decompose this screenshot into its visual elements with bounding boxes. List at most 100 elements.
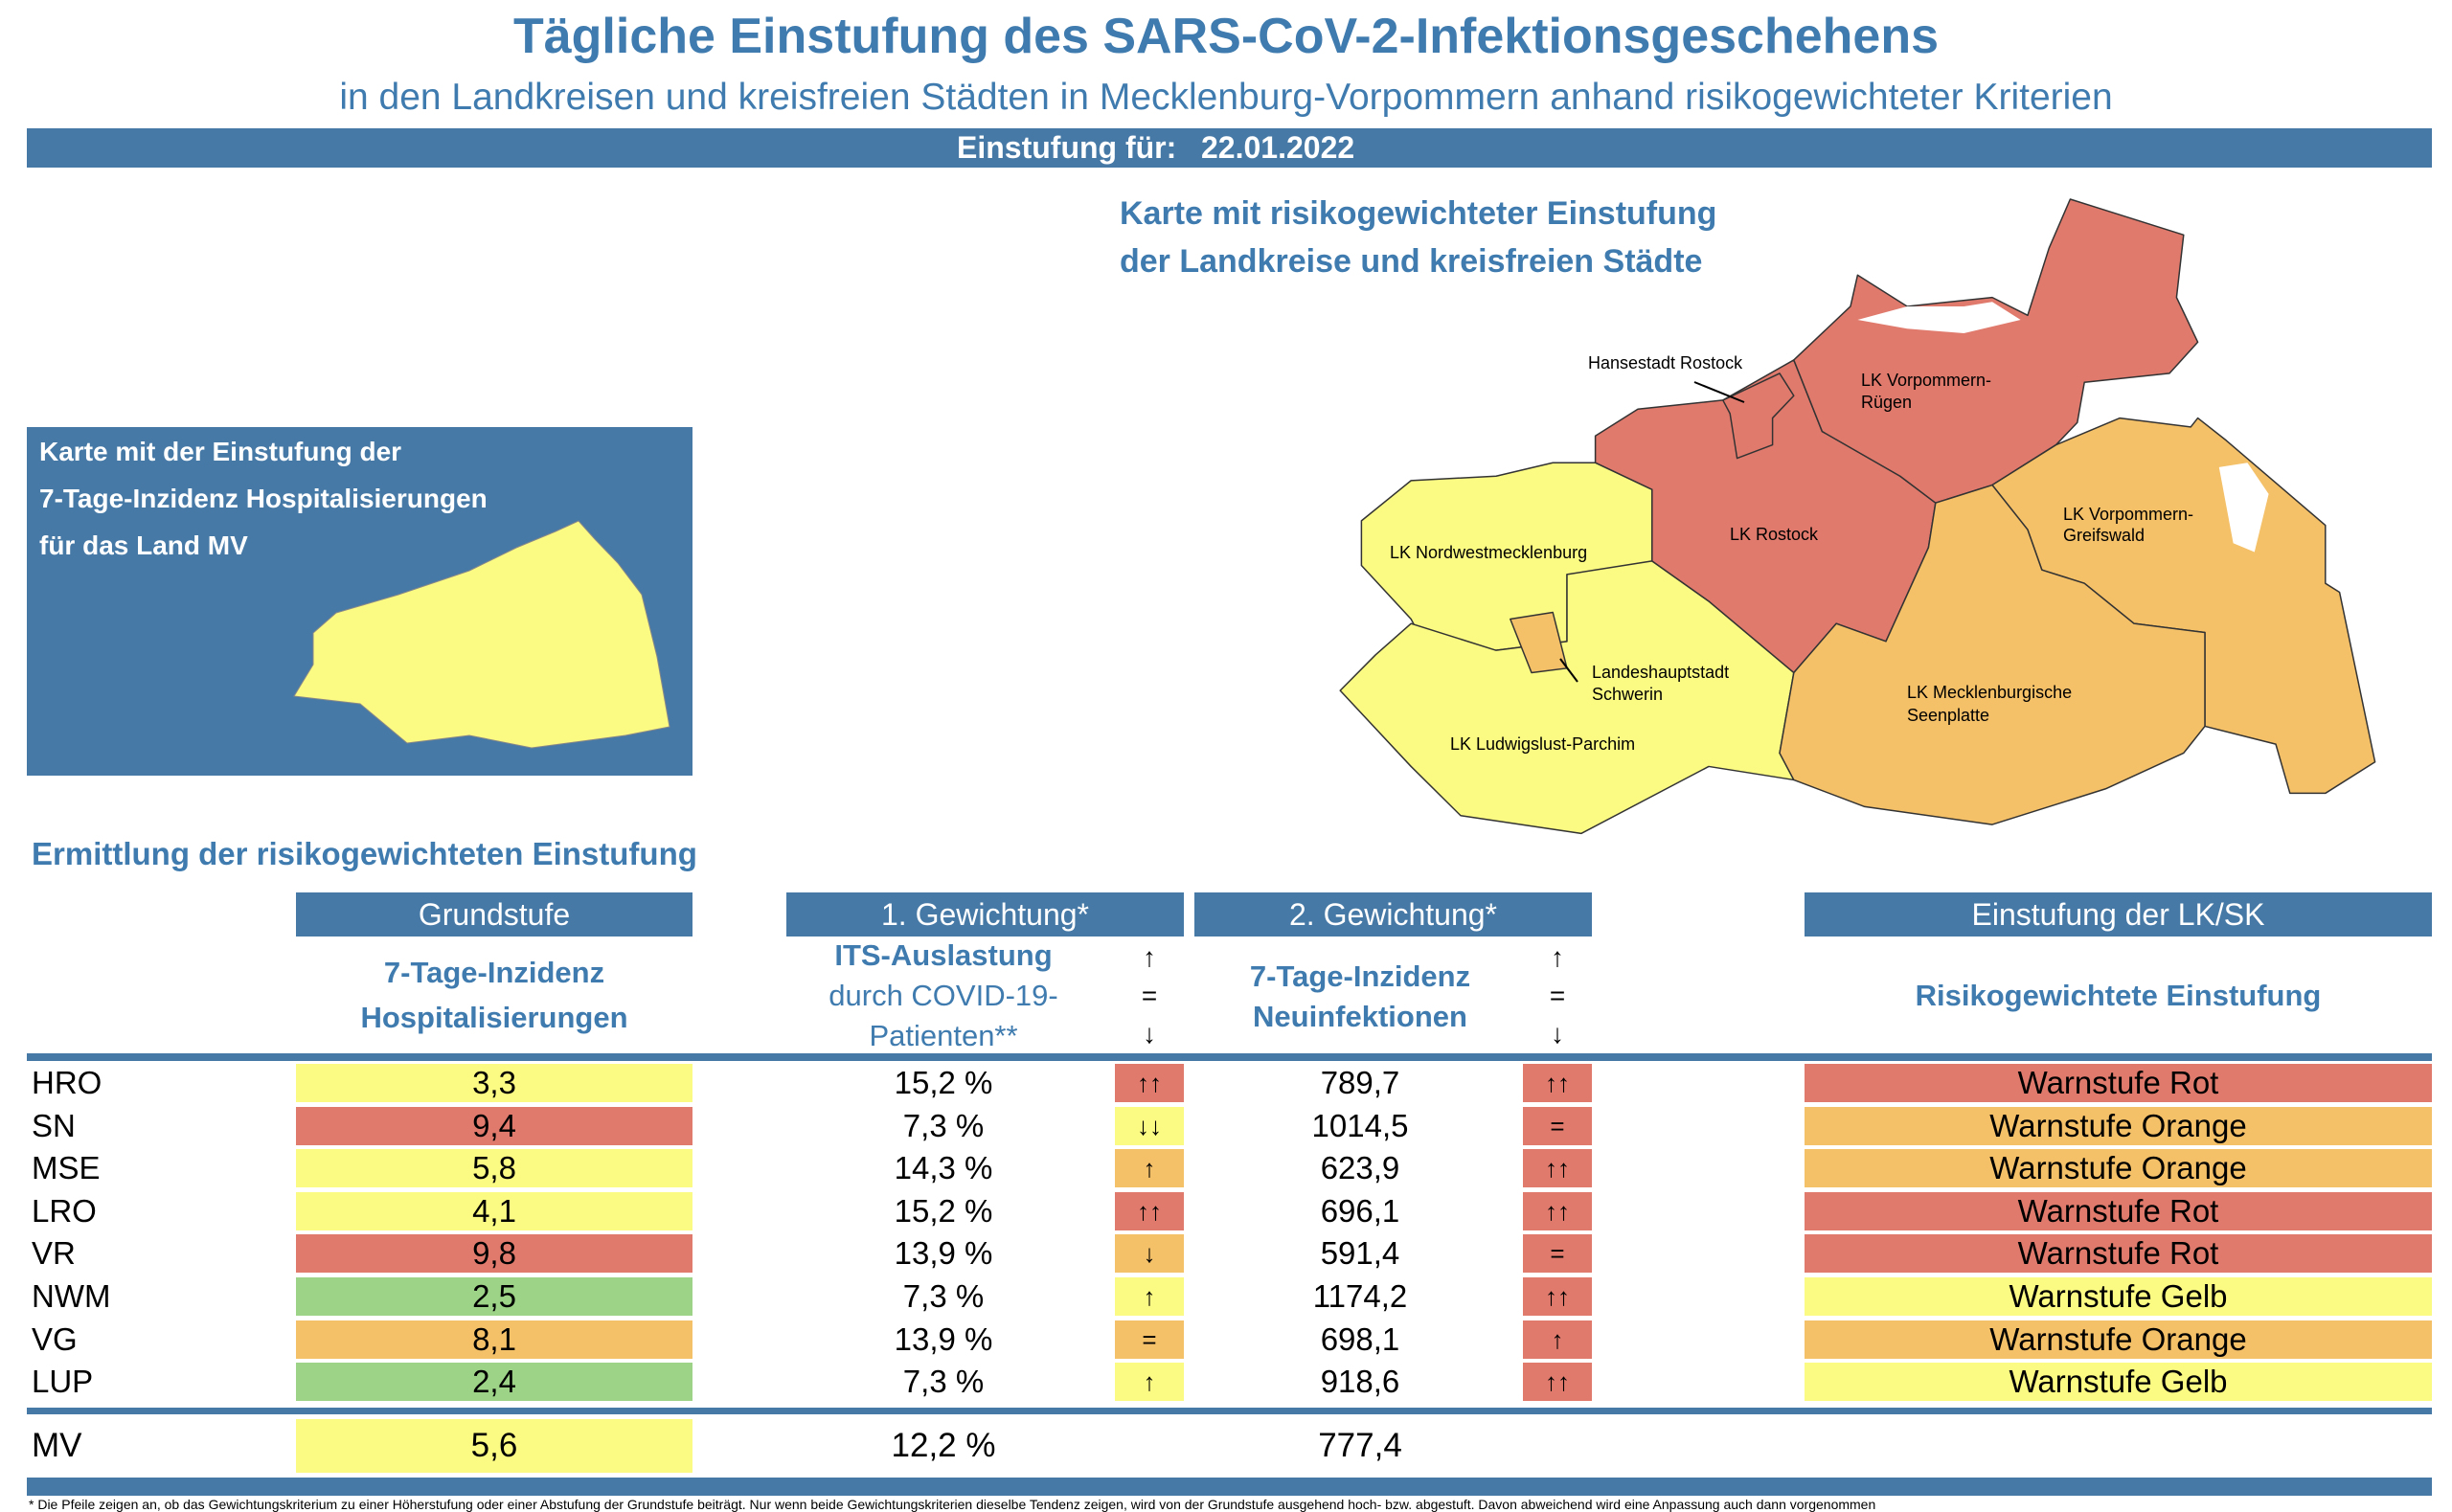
table-row: VG 8,1 13,9 % = 698,1 ↑ Warnstufe Orange xyxy=(0,1320,2452,1363)
date-label: Einstufung für: xyxy=(957,130,1177,165)
subheader-its-1: ITS-Auslastung xyxy=(834,938,1053,972)
map-label-hro: Hansestadt Rostock xyxy=(1588,353,1743,372)
incidence-value: 591,4 xyxy=(1320,1235,1400,1272)
its-trend-icon: ↑ xyxy=(1115,1363,1184,1402)
its-trend-icon: ↑ xyxy=(1115,1276,1184,1316)
legend-arrow-down-icon: ↓ xyxy=(1143,1019,1156,1049)
hosp-incidence-cell: 2,4 xyxy=(296,1363,692,1402)
its-trend-icon: ↑↑ xyxy=(1115,1064,1184,1102)
risk-level-cell: Warnstufe Orange xyxy=(1805,1106,2432,1145)
risk-level-cell: Warnstufe Gelb xyxy=(1805,1276,2432,1316)
divider xyxy=(27,1053,2432,1061)
map-label-sn-1: Landeshauptstadt xyxy=(1592,663,1729,682)
risk-level-cell: Warnstufe Gelb xyxy=(1805,1363,2432,1402)
table-row: LRO 4,1 15,2 % ↑↑ 696,1 ↑↑ Warnstufe Rot xyxy=(0,1191,2452,1234)
its-trend-icon: = xyxy=(1115,1320,1184,1359)
district-code: LRO xyxy=(32,1192,97,1229)
risk-level-cell: Warnstufe Rot xyxy=(1805,1064,2432,1102)
header-gewichtung-2: 2. Gewichtung* xyxy=(1194,892,1592,937)
incidence-value: 698,1 xyxy=(1320,1320,1400,1357)
map-label-nwm: LK Nordwestmecklenburg xyxy=(1390,543,1587,562)
map-label-vr-2: Rügen xyxy=(1861,393,1912,412)
its-trend-icon: ↑ xyxy=(1115,1149,1184,1188)
table-row: VR 9,8 13,9 % ↓ 591,4 = Warnstufe Rot xyxy=(0,1233,2452,1276)
page-subtitle: in den Landkreisen und kreisfreien Städt… xyxy=(339,77,2113,118)
map-title-line2: der Landkreise und kreisfreien Städte xyxy=(1120,243,1703,280)
its-load-value: 7,3 % xyxy=(902,1107,985,1143)
map-label-vg-2: Greifswald xyxy=(2063,526,2145,545)
its-load-value: 15,2 % xyxy=(894,1065,993,1100)
lagoon-shape xyxy=(2218,463,2269,553)
total-label: MV xyxy=(32,1427,82,1464)
legend-equal-icon: = xyxy=(1549,981,1566,1010)
map-title-line1: Karte mit risikogewichteter Einstufung xyxy=(1120,195,1717,232)
risk-level-cell: Warnstufe Rot xyxy=(1805,1234,2432,1274)
header-einstufung: Einstufung der LK/SK xyxy=(1805,892,2432,937)
district-code: NWM xyxy=(32,1277,111,1314)
hosp-incidence-cell: 2,5 xyxy=(296,1276,692,1316)
date-value: 22.01.2022 xyxy=(1201,130,1355,165)
district-code: MSE xyxy=(32,1150,101,1186)
subheader-inc-2: Neuinfektionen xyxy=(1253,1000,1467,1033)
incidence-value: 1014,5 xyxy=(1311,1107,1409,1143)
lagoon-shape xyxy=(1857,302,2021,333)
subheader-grund-2: Hospitalisierungen xyxy=(360,1001,628,1034)
risk-level-cell: Warnstufe Orange xyxy=(1805,1320,2432,1359)
subheader-einstufung: Risikogewichtete Einstufung xyxy=(1915,979,2322,1012)
legend-arrow-up-icon: ↑ xyxy=(1551,942,1564,972)
sn-pointer-line xyxy=(1559,658,1578,683)
incidence-trend-icon: ↑ xyxy=(1523,1320,1592,1359)
total-incidence: 777,4 xyxy=(1318,1427,1402,1464)
hosp-incidence-cell: 3,3 xyxy=(296,1064,692,1102)
incidence-trend-icon: = xyxy=(1523,1106,1592,1145)
incidence-trend-icon: ↑↑ xyxy=(1523,1191,1592,1230)
hosp-incidence-cell: 9,8 xyxy=(296,1234,692,1274)
its-load-value: 7,3 % xyxy=(902,1364,985,1400)
district-table: HRO 3,3 15,2 % ↑↑ 789,7 ↑↑ Warnstufe Rot SN 9,4 7… xyxy=(0,1063,2452,1405)
hosp-incidence-cell: 9,4 xyxy=(296,1106,692,1145)
subheader-grund-1: 7-Tage-Inzidenz xyxy=(383,956,605,989)
map-label-vr-1: LK Vorpommern- xyxy=(1861,371,1991,390)
table-row: MSE 5,8 14,3 % ↑ 623,9 ↑↑ Warnstufe Orange xyxy=(0,1148,2452,1191)
incidence-value: 696,1 xyxy=(1320,1192,1400,1229)
map-label-mse-2: Seenplatte xyxy=(1907,706,1989,725)
divider xyxy=(27,1408,2432,1414)
incidence-value: 789,7 xyxy=(1320,1065,1400,1100)
risk-level-cell: Warnstufe Rot xyxy=(1805,1191,2432,1230)
hosp-box-line3: für das Land MV xyxy=(39,530,248,560)
legend-arrow-up-icon: ↑ xyxy=(1143,942,1156,972)
its-trend-icon: ↑↑ xyxy=(1115,1191,1184,1230)
incidence-value: 1174,2 xyxy=(1312,1277,1408,1314)
hosp-incidence-cell: 8,1 xyxy=(296,1320,692,1359)
total-its: 12,2 % xyxy=(891,1427,996,1464)
its-load-value: 15,2 % xyxy=(894,1192,993,1229)
map-label-lup: LK Ludwigslust-Parchim xyxy=(1450,734,1635,754)
its-load-value: 7,3 % xyxy=(902,1277,985,1314)
incidence-value: 918,6 xyxy=(1320,1364,1400,1400)
incidence-trend-icon: ↑↑ xyxy=(1523,1363,1592,1402)
district-code: VR xyxy=(32,1235,76,1272)
bottom-bar xyxy=(27,1478,2432,1496)
map-region-hro[interactable] xyxy=(1723,373,1794,459)
incidence-trend-icon: ↑↑ xyxy=(1523,1064,1592,1102)
total-row: MV 5,6 12,2 % 777,4 xyxy=(0,1419,2452,1473)
date-bar: Einstufung für: 22.01.2022 xyxy=(27,128,2432,168)
hosp-box-line2: 7-Tage-Inzidenz Hospitalisierungen xyxy=(39,484,488,513)
table-row: LUP 2,4 7,3 % ↑ 918,6 ↑↑ Warnstufe Gelb xyxy=(0,1362,2452,1405)
legend-arrow-down-icon: ↓ xyxy=(1551,1019,1564,1049)
hosp-incidence-cell: 4,1 xyxy=(296,1191,692,1230)
incidence-trend-icon: ↑↑ xyxy=(1523,1149,1592,1188)
total-hosp-cell: 5,6 xyxy=(296,1419,692,1473)
hro-pointer-line xyxy=(1693,381,1745,403)
map-label-lro: LK Rostock xyxy=(1730,525,1819,544)
page-title: Tägliche Einstufung des SARS-CoV-2-Infek… xyxy=(512,9,1940,64)
its-load-value: 13,9 % xyxy=(894,1235,993,1272)
footnote: * Die Pfeile zeigen an, ob das Gewichtun… xyxy=(29,1497,1876,1512)
risk-level-cell: Warnstufe Orange xyxy=(1805,1149,2432,1188)
district-code: VG xyxy=(32,1320,78,1357)
subheader-its-2: durch COVID-19- xyxy=(829,979,1058,1012)
legend-equal-icon: = xyxy=(1141,981,1158,1010)
table-row: SN 9,4 7,3 % ↓↓ 1014,5 = Warnstufe Orange xyxy=(0,1106,2452,1149)
section-title: Ermittlung der risikogewichteten Einstuf… xyxy=(32,836,697,871)
map-region-mse[interactable] xyxy=(1780,485,2205,825)
